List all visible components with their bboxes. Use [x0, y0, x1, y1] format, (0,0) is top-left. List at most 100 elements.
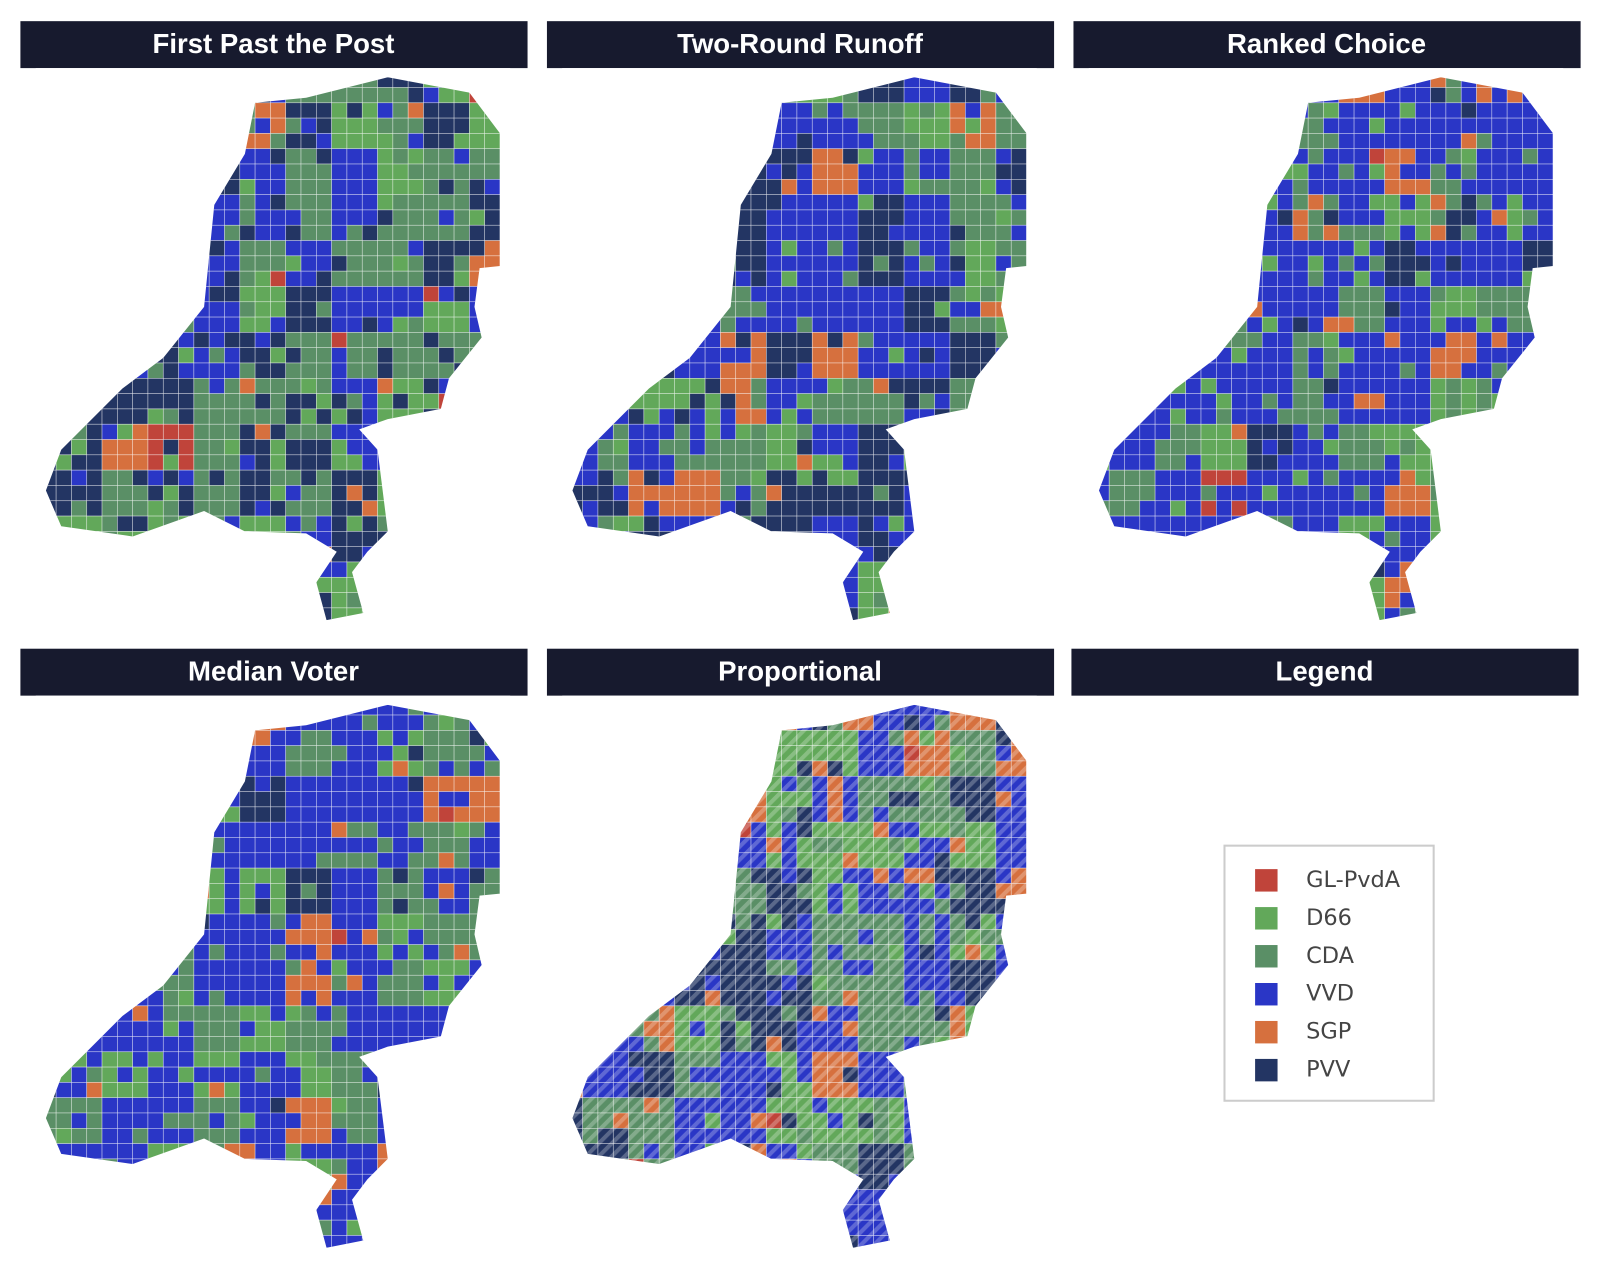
- municipality: [750, 408, 767, 425]
- municipality: [346, 1158, 363, 1175]
- municipality: [407, 929, 424, 945]
- municipality: [827, 148, 844, 165]
- municipality: [735, 301, 752, 318]
- municipality: [1292, 485, 1309, 502]
- municipality: [270, 378, 287, 394]
- municipality: [857, 500, 874, 517]
- municipality: [71, 1066, 88, 1083]
- municipality: [873, 393, 890, 410]
- municipality: [735, 500, 752, 517]
- municipality: [285, 240, 302, 257]
- municipality: [453, 240, 470, 257]
- municipality: [300, 378, 317, 394]
- municipality: [423, 148, 440, 165]
- municipality: [827, 224, 844, 241]
- municipality: [270, 944, 287, 961]
- municipality: [919, 255, 935, 272]
- municipality: [254, 1143, 271, 1160]
- municipality: [980, 301, 997, 318]
- municipality: [300, 1112, 317, 1129]
- municipality: [781, 515, 798, 532]
- municipality: [285, 944, 302, 961]
- municipality: [193, 469, 210, 486]
- municipality: [285, 1097, 302, 1114]
- municipality: [316, 806, 332, 823]
- map: [562, 695, 1037, 1255]
- municipality: [643, 485, 660, 502]
- municipality: [162, 439, 179, 456]
- municipality: [1506, 270, 1523, 287]
- municipality: [1476, 194, 1493, 211]
- municipality: [1445, 194, 1462, 211]
- municipality: [331, 867, 348, 884]
- municipality: [469, 775, 485, 792]
- municipality: [919, 209, 935, 226]
- municipality: [300, 301, 317, 318]
- municipality: [316, 852, 332, 869]
- municipality: [392, 347, 409, 364]
- municipality: [1460, 362, 1477, 379]
- municipality: [270, 332, 287, 348]
- municipality: [300, 194, 317, 211]
- municipality: [1231, 393, 1248, 410]
- municipality: [873, 439, 890, 456]
- municipality: [1277, 240, 1294, 257]
- municipality: [162, 408, 179, 425]
- municipality: [766, 255, 782, 272]
- municipality: [270, 1066, 287, 1083]
- municipality: [873, 286, 890, 303]
- municipality: [208, 500, 225, 517]
- municipality: [132, 1097, 149, 1114]
- municipality: [827, 133, 844, 150]
- municipality: [469, 867, 485, 884]
- municipality: [857, 194, 874, 211]
- municipality: [469, 852, 485, 869]
- municipality: [162, 393, 179, 410]
- municipality: [453, 332, 470, 348]
- municipality: [132, 1036, 149, 1053]
- municipality: [750, 332, 767, 348]
- municipality: [919, 347, 935, 364]
- municipality: [423, 163, 440, 180]
- municipality: [1277, 316, 1294, 333]
- municipality: [392, 867, 409, 884]
- municipality: [407, 240, 424, 257]
- municipality: [1460, 286, 1477, 303]
- municipality: [766, 408, 782, 425]
- municipality: [873, 209, 890, 226]
- municipality: [1323, 362, 1340, 379]
- municipality: [193, 423, 210, 440]
- municipality: [1353, 240, 1370, 257]
- municipality: [117, 1020, 133, 1037]
- municipality: [903, 301, 920, 318]
- municipality: [361, 867, 378, 884]
- municipality: [254, 1112, 271, 1129]
- municipality: [285, 974, 302, 991]
- municipality: [1338, 332, 1355, 348]
- municipality: [469, 179, 485, 195]
- municipality: [1430, 393, 1447, 410]
- municipality: [1231, 469, 1248, 486]
- municipality: [1506, 240, 1523, 257]
- municipality: [1506, 255, 1523, 272]
- municipality: [888, 332, 905, 348]
- municipality: [377, 867, 394, 884]
- municipality: [735, 255, 752, 272]
- municipality: [331, 561, 348, 578]
- municipality: [750, 224, 767, 241]
- municipality: [811, 485, 828, 502]
- municipality: [980, 163, 997, 180]
- municipality: [423, 332, 440, 348]
- municipality: [331, 255, 348, 272]
- municipality: [857, 286, 874, 303]
- municipality: [132, 1020, 149, 1037]
- municipality: [1200, 378, 1217, 394]
- municipality: [1010, 240, 1027, 257]
- municipality: [300, 286, 317, 303]
- municipality: [423, 867, 440, 884]
- municipality: [842, 515, 859, 532]
- municipality: [178, 439, 195, 456]
- municipality: [484, 209, 500, 226]
- municipality: [1261, 408, 1278, 425]
- municipality: [1338, 102, 1355, 119]
